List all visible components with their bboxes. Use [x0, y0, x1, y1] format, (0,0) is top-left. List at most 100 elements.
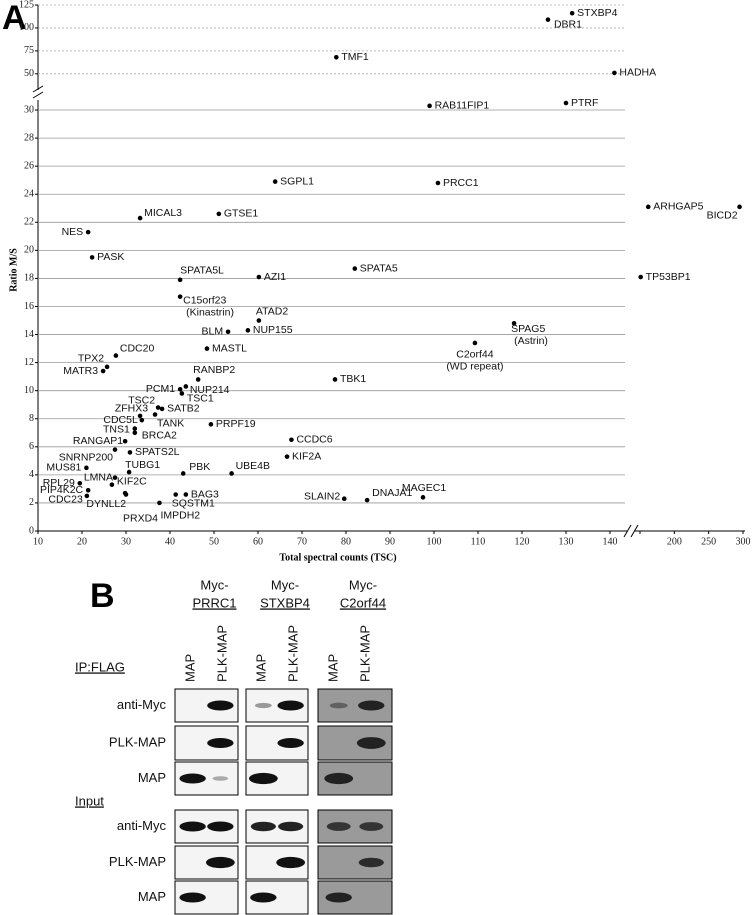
axis-break [32, 85, 44, 93]
point-label: NUP155 [253, 324, 293, 336]
band [359, 822, 384, 831]
data-point [427, 103, 432, 109]
x-tick-label: 20 [77, 536, 87, 547]
data-point [569, 10, 575, 16]
section-title: Input [75, 793, 104, 808]
point-label: SLAIN2 [304, 491, 340, 503]
x-tick-label: 120 [515, 536, 530, 547]
data-point [511, 321, 517, 326]
band [179, 892, 206, 903]
point-label: PRXD4 [123, 512, 158, 524]
y-tick-label: 50 [24, 68, 34, 79]
data-point [216, 211, 222, 217]
data-point [177, 294, 183, 299]
data-point [472, 340, 478, 346]
point-label: NUP214 [190, 384, 230, 396]
point-label: PRCC1 [443, 177, 479, 189]
row-label: MAP [138, 889, 166, 904]
point-label: SNRNP200 [59, 451, 113, 463]
point-label: PCM1 [146, 383, 175, 395]
point-label: ARHGAP5 [653, 201, 703, 213]
point-label: AZI1 [264, 271, 286, 283]
western-blots: Myc- PRRC1 MAP PLK-MAP Myc- STXBP4 MAP PLK-MAP M… [75, 577, 393, 915]
data-point [208, 422, 214, 427]
y-tick-label: 100 [19, 22, 34, 33]
row-label: anti-Myc [117, 697, 167, 712]
point-label: PRPF19 [216, 418, 256, 430]
y-tick-label: 16 [24, 301, 34, 312]
x-tick-label: 250 [701, 536, 716, 547]
point-label: CDC20 [120, 342, 155, 354]
data-point [179, 391, 185, 396]
point-label: MICAL3 [144, 207, 182, 219]
point-label: PASK [97, 251, 124, 263]
point-label: SPAG5 [511, 323, 545, 335]
data-point [545, 17, 551, 22]
data-point [155, 405, 161, 410]
point-label: BRCA2 [142, 430, 177, 442]
point-note: (Astrin) [514, 335, 548, 347]
data-point [77, 480, 83, 486]
data-point [183, 384, 189, 389]
band [205, 856, 235, 869]
lane-label: PLK-MAP [285, 625, 300, 682]
data-point [132, 426, 138, 431]
y-tick-label: 0 [29, 525, 34, 536]
data-point [256, 274, 262, 280]
band [356, 737, 386, 749]
section-title: IP:FLAG [75, 659, 125, 674]
point-label: DBR1 [554, 18, 582, 30]
data-point [195, 377, 201, 382]
data-point [122, 438, 128, 444]
y-tick-label: 10 [24, 385, 34, 396]
data-point [183, 492, 189, 497]
axis-break [623, 524, 632, 538]
data-point [152, 412, 158, 417]
data-point [435, 180, 441, 186]
point-label: MUS81 [46, 462, 81, 474]
x-tick-label: 140 [603, 536, 618, 547]
band [358, 700, 385, 711]
point-label: C15orf23 [183, 294, 226, 306]
blot-frame [174, 688, 239, 723]
band [358, 857, 384, 868]
point-label: PTRF [571, 97, 598, 109]
band [179, 773, 206, 784]
point-label: CDC5L [103, 414, 138, 426]
data-point [225, 329, 231, 335]
point-label: RANGAP1 [73, 435, 123, 447]
x-tick-label: 30 [121, 536, 131, 547]
data-point [245, 328, 251, 333]
point-label: RPL29 [43, 477, 75, 489]
x-tick-label: 70 [297, 536, 307, 547]
data-point [229, 471, 234, 476]
column-prefix: Myc- [271, 577, 299, 592]
data-point [272, 179, 278, 184]
y-tick-label: 125 [19, 0, 34, 10]
data-point [177, 277, 183, 283]
x-tick-label: 40 [165, 536, 175, 547]
point-label: TP53BP1 [646, 271, 691, 283]
data-point [352, 266, 358, 271]
point-label: TSC1 [187, 392, 214, 404]
y-tick-label: 30 [24, 104, 34, 115]
data-point [180, 471, 186, 476]
x-tick-label: 200 [667, 536, 682, 547]
x-tick-label: 130 [559, 536, 574, 547]
data-point [341, 496, 347, 502]
lane-label: MAP [325, 654, 340, 682]
row-label: PLK-MAP [109, 734, 166, 749]
data-point [289, 437, 294, 443]
x-tick-label: 80 [341, 536, 351, 547]
y-tick-label: 28 [24, 132, 34, 143]
point-label: RAB11FIP1 [435, 100, 490, 112]
data-point [84, 493, 90, 499]
y-tick-label: 26 [24, 160, 34, 171]
point-label: UBE4B [236, 460, 270, 472]
data-point [364, 497, 370, 503]
point-label: GTSE1 [224, 208, 259, 220]
data-point [334, 55, 339, 60]
axis-break [32, 91, 44, 99]
band [326, 822, 351, 831]
point-note: (Kinastrin) [186, 306, 234, 318]
